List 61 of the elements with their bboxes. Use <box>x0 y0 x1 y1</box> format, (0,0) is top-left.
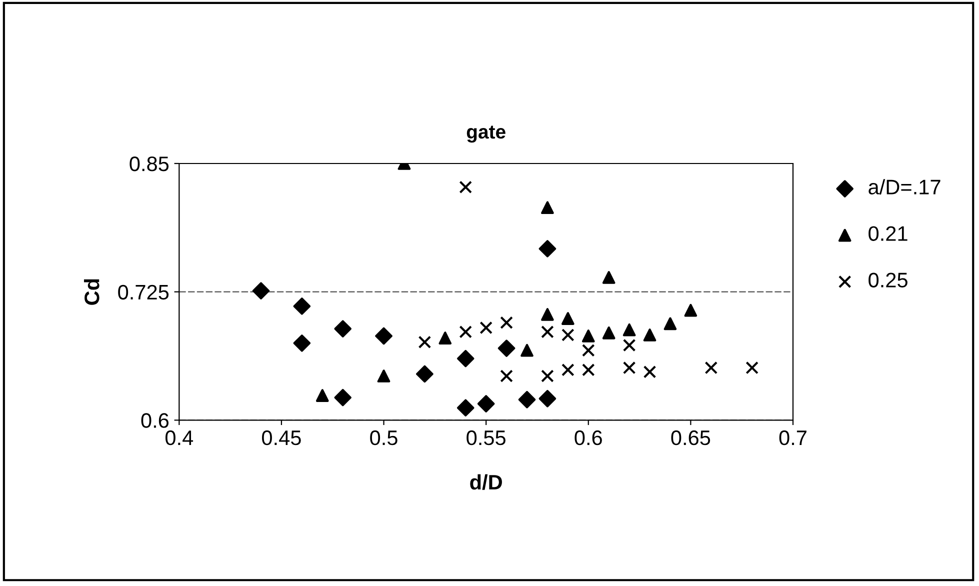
x-tick-label: 0.7 <box>779 430 806 446</box>
point <box>316 389 329 402</box>
point <box>377 370 390 382</box>
point <box>459 180 472 194</box>
point <box>561 312 574 325</box>
point <box>500 370 513 382</box>
x-tick-label: 0.6 <box>574 430 602 446</box>
point <box>518 390 536 408</box>
point <box>334 320 352 338</box>
point <box>582 363 595 376</box>
point <box>456 399 474 416</box>
point <box>456 350 474 368</box>
point <box>538 240 556 258</box>
x-tick-label: 0.4 <box>165 430 194 446</box>
point <box>541 308 554 321</box>
point <box>561 363 574 376</box>
y-tick-label: 0.725 <box>118 284 169 300</box>
point <box>416 365 434 383</box>
point <box>746 361 758 374</box>
y-axis-title: Cd <box>84 279 100 305</box>
chart-title: gate <box>466 126 506 143</box>
point <box>622 338 636 352</box>
point <box>541 201 554 214</box>
point <box>622 361 636 374</box>
x-tick-label: 0.5 <box>370 430 398 446</box>
point <box>561 328 574 342</box>
point <box>418 336 432 349</box>
point <box>664 317 677 330</box>
point <box>252 282 270 300</box>
y-tick-label: 0.6 <box>141 413 169 428</box>
x-axis-title: d/D <box>470 474 502 490</box>
point <box>293 334 311 352</box>
point <box>704 361 718 374</box>
point <box>643 365 656 378</box>
legend-label: a/D=.17 <box>868 179 940 194</box>
x-tick-label: 0.45 <box>262 430 301 446</box>
point <box>459 325 472 338</box>
point <box>480 321 492 334</box>
point <box>520 344 534 357</box>
point <box>498 340 516 357</box>
point <box>602 271 616 284</box>
point <box>643 328 656 342</box>
legend-label: 0.25 <box>868 272 908 288</box>
point <box>293 298 311 315</box>
point <box>500 316 513 330</box>
point <box>602 326 616 340</box>
point <box>334 388 352 406</box>
legend-label: 0.21 <box>868 226 908 241</box>
x-tick-label: 0.65 <box>671 430 710 446</box>
point <box>541 325 554 338</box>
point <box>538 390 556 408</box>
point <box>438 332 452 344</box>
point <box>684 304 698 317</box>
point <box>622 323 636 336</box>
point <box>375 327 392 345</box>
point <box>582 330 595 342</box>
point <box>477 395 495 412</box>
x-tick-label: 0.55 <box>466 430 506 446</box>
point <box>582 344 595 357</box>
y-tick-label: 0.85 <box>130 156 169 172</box>
point <box>541 370 554 382</box>
